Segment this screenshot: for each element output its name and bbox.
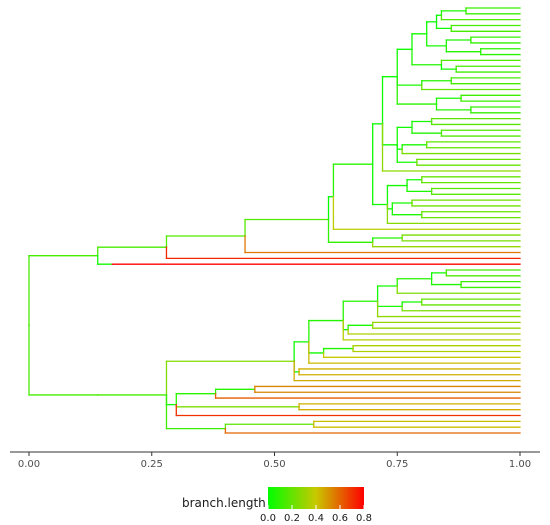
x-axis-ticks: 0.00 0.25 0.50 0.75 1.00 bbox=[18, 452, 531, 470]
legend-color-bar bbox=[268, 487, 364, 509]
x-tick-label: 1.00 bbox=[509, 459, 531, 470]
legend-title: branch.length bbox=[182, 496, 266, 510]
legend-tick-label: 0.4 bbox=[308, 513, 324, 524]
x-tick-label: 0.75 bbox=[386, 459, 408, 470]
x-tick-label: 0.50 bbox=[263, 459, 285, 470]
legend-tick-label: 0.0 bbox=[260, 513, 276, 524]
legend-tick-label: 0.2 bbox=[284, 513, 300, 524]
legend-tick-label: 0.6 bbox=[332, 513, 348, 524]
color-legend: branch.length 0.0 0.2 0.4 0.6 0.8 bbox=[182, 487, 372, 524]
x-axis: 0.00 0.25 0.50 0.75 1.00 bbox=[10, 451, 540, 470]
legend-ticks: 0.0 0.2 0.4 0.6 0.8 bbox=[260, 505, 372, 524]
tree-branches bbox=[28, 7, 521, 434]
legend-tick-label: 0.8 bbox=[356, 513, 372, 524]
x-tick-label: 0.25 bbox=[141, 459, 163, 470]
x-tick-label: 0.00 bbox=[18, 459, 40, 470]
